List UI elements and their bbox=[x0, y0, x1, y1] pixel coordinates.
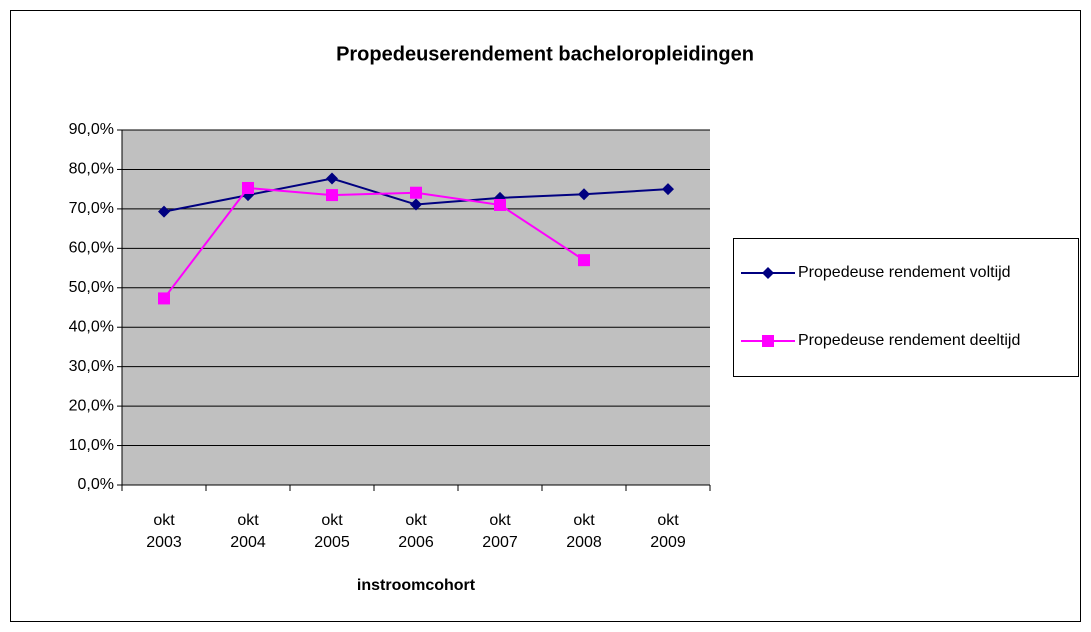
marker bbox=[410, 186, 422, 199]
x-tick-label: okt 2005 bbox=[314, 512, 350, 551]
marker bbox=[494, 198, 506, 211]
legend-marker bbox=[762, 335, 774, 347]
y-tick-label: 10,0% bbox=[69, 437, 114, 454]
marker bbox=[326, 172, 338, 185]
marker bbox=[326, 189, 338, 202]
marker bbox=[242, 181, 254, 194]
legend-marker bbox=[762, 267, 774, 279]
marker bbox=[578, 254, 590, 267]
y-tick-label: 40,0% bbox=[69, 318, 114, 335]
marker bbox=[410, 198, 422, 211]
legend bbox=[733, 238, 1079, 377]
legend-label: Propedeuse rendement deeltijd bbox=[798, 332, 1020, 349]
plot-area bbox=[122, 130, 710, 485]
y-tick-label: 70,0% bbox=[69, 200, 114, 217]
x-tick-label: okt 2006 bbox=[398, 512, 434, 551]
x-axis-title: instroomcohort bbox=[357, 577, 476, 594]
y-tick-label: 30,0% bbox=[69, 358, 114, 375]
legend-label: Propedeuse rendement voltijd bbox=[798, 264, 1011, 281]
y-tick-label: 0,0% bbox=[78, 476, 114, 493]
marker bbox=[158, 292, 170, 305]
marker bbox=[158, 205, 170, 218]
x-tick-label: okt 2004 bbox=[230, 512, 266, 551]
marker bbox=[662, 183, 674, 196]
y-tick-label: 20,0% bbox=[69, 397, 114, 414]
series-line bbox=[163, 186, 585, 300]
x-tick-label: okt 2003 bbox=[146, 512, 182, 551]
y-tick-label: 60,0% bbox=[69, 240, 114, 257]
y-tick-label: 90,0% bbox=[69, 121, 114, 138]
y-tick-label: 80,0% bbox=[69, 161, 114, 178]
marker bbox=[578, 188, 590, 201]
y-tick-label: 50,0% bbox=[69, 279, 114, 296]
x-tick-label: okt 2008 bbox=[566, 512, 602, 551]
x-tick-label: okt 2007 bbox=[482, 512, 518, 551]
x-tick-label: okt 2009 bbox=[650, 512, 686, 551]
chart-title: Propedeuserendement bacheloropleidingen bbox=[336, 43, 754, 65]
